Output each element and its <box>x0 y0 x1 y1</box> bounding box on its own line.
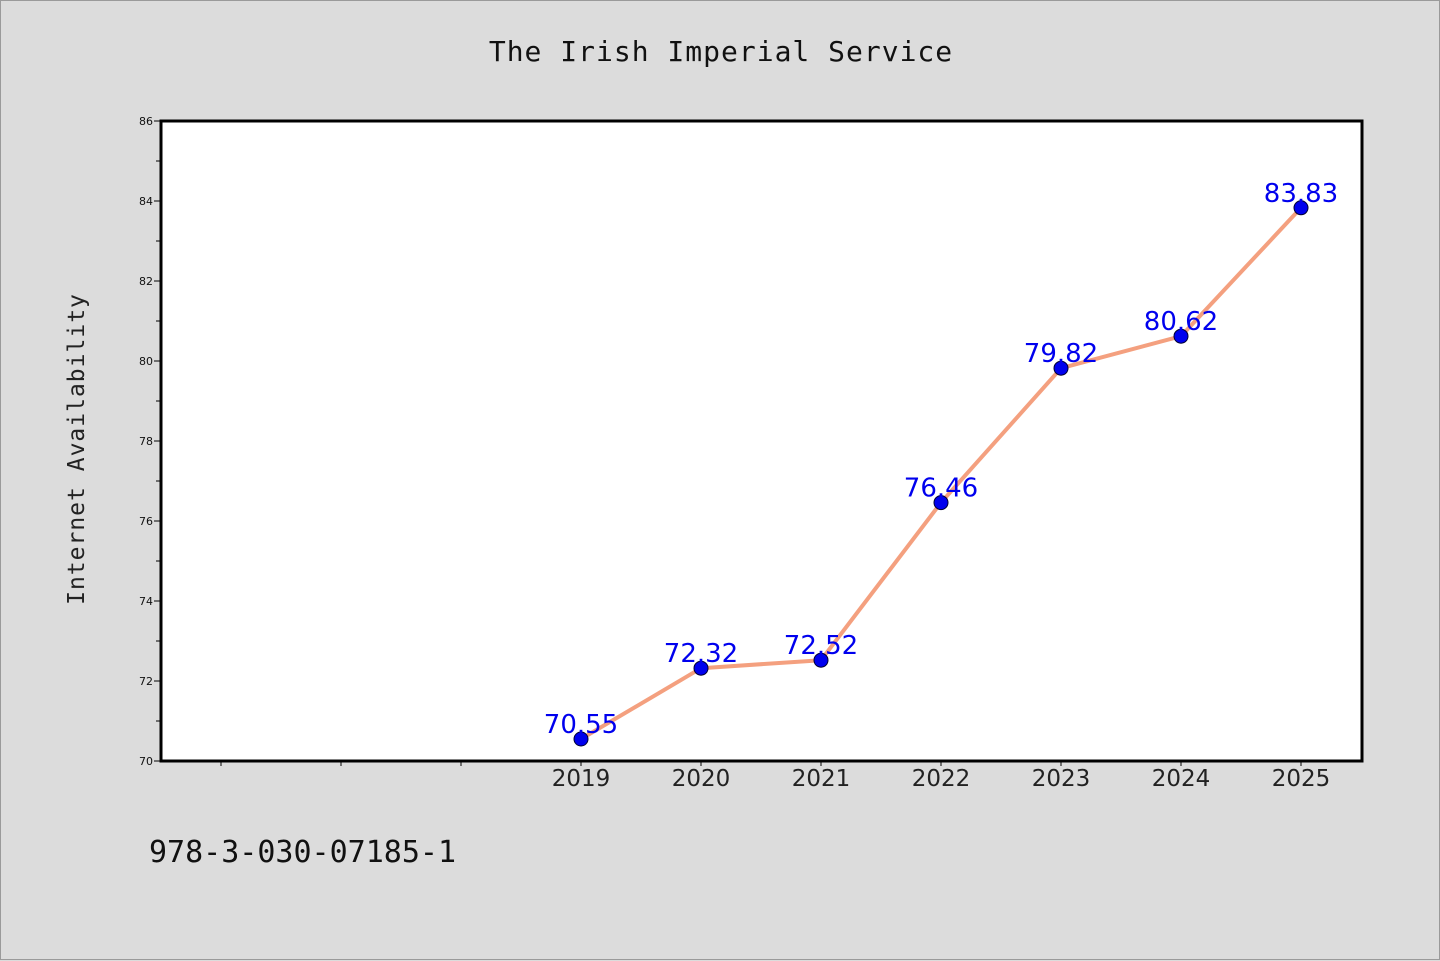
x-tick-label: 2021 <box>792 766 851 792</box>
y-tick-label: 80 <box>139 355 153 368</box>
plot-area <box>161 121 1362 761</box>
data-point <box>813 652 829 668</box>
series-layer: 70.55 72.32 72.52 76.46 79.82 80.62 83.83 <box>544 179 1338 747</box>
x-tick-label: 2023 <box>1032 766 1091 792</box>
data-point <box>933 495 949 511</box>
y-tick-label: 82 <box>139 275 153 288</box>
y-tick-label: 74 <box>139 595 153 608</box>
y-tick-label: 70 <box>139 755 153 768</box>
isbn-footer: 978-3-030-07185-1 <box>149 835 457 870</box>
y-tick-label: 78 <box>139 435 153 448</box>
x-tick-label: 2024 <box>1152 766 1211 792</box>
data-label: 72.32 <box>664 639 738 669</box>
data-label: 83.83 <box>1264 179 1338 209</box>
data-point <box>573 731 589 747</box>
data-point <box>693 660 709 676</box>
data-point <box>1053 360 1069 376</box>
y-tick-label: 84 <box>139 195 153 208</box>
x-tick-label: 2019 <box>552 766 611 792</box>
x-tick-label: 2025 <box>1272 766 1331 792</box>
data-label: 79.82 <box>1024 339 1098 369</box>
data-label: 80.62 <box>1144 307 1218 337</box>
data-label: 76.46 <box>904 474 978 504</box>
chart-title: The Irish Imperial Service <box>488 35 954 68</box>
data-point <box>1173 328 1189 344</box>
y-tick-label: 76 <box>139 515 153 528</box>
y-tick-label: 72 <box>139 675 153 688</box>
x-tick-label: 2022 <box>912 766 971 792</box>
plot-frame <box>159 119 1364 763</box>
y-tick-label: 86 <box>139 115 153 128</box>
data-point <box>1293 200 1309 216</box>
x-tick-label: 2020 <box>672 766 731 792</box>
data-label: 70.55 <box>544 710 618 740</box>
data-label: 72.52 <box>784 631 858 661</box>
